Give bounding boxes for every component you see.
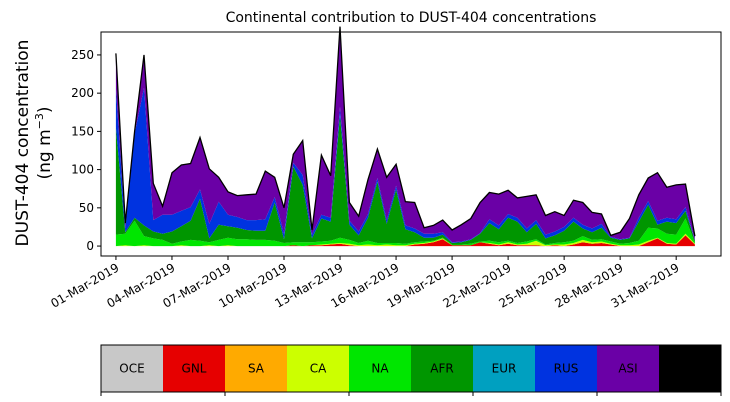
- y-axis-label-line1: DUST-404 concentration: [13, 40, 33, 247]
- legend-label: AFR: [430, 362, 453, 376]
- area-ca: [115, 233, 695, 247]
- legend-swatch-asi: [597, 345, 659, 392]
- legend-label: SA: [248, 362, 265, 376]
- y-tick-label: 0: [86, 239, 94, 253]
- legend: OCE GNL SA CA NA AFR EUR RUS ASI AUS: [100, 344, 722, 396]
- legend-swatch-na: [349, 345, 411, 392]
- y-tick-label: 100: [71, 163, 94, 177]
- legend-label: RUS: [554, 362, 579, 376]
- legend-swatch-oce: [101, 345, 163, 392]
- area-na: [115, 218, 695, 247]
- legend-label: CA: [310, 362, 327, 376]
- legend-swatch-rus: [535, 345, 597, 392]
- legend-frame: [100, 344, 722, 393]
- legend-label: NA: [371, 362, 389, 376]
- y-tick-label: 50: [79, 201, 94, 215]
- legend-label: GNL: [182, 362, 207, 376]
- legend-swatch-aus: [659, 345, 721, 392]
- plot-frame: [100, 31, 722, 257]
- legend-swatch-sa: [225, 345, 287, 392]
- y-axis-label-line2: (ng m−3): [33, 106, 55, 179]
- legend-label: EUR: [492, 362, 517, 376]
- chart-title: Continental contribution to DUST-404 con…: [226, 10, 597, 26]
- y-tick-label: 150: [71, 124, 94, 138]
- legend-swatch-gnl: [163, 345, 225, 392]
- total-line: [115, 26, 696, 237]
- area-afr: [115, 115, 695, 245]
- plot-area: 05010015020025001-Mar-201904-Mar-201907-…: [48, 26, 722, 311]
- area-asi: [115, 26, 695, 243]
- legend-label: ASI: [618, 362, 637, 376]
- legend-swatch-eur: [473, 345, 535, 392]
- y-tick-label: 200: [71, 86, 94, 100]
- area-rus: [115, 87, 695, 243]
- y-tick-label: 250: [71, 48, 94, 62]
- legend-label: OCE: [119, 362, 144, 376]
- y-axis-label: DUST-404 concentration (ng m−3): [13, 40, 55, 247]
- legend-swatch-afr: [411, 345, 473, 392]
- legend-swatch-ca: [287, 345, 349, 392]
- legend-label: AUS: [678, 362, 703, 376]
